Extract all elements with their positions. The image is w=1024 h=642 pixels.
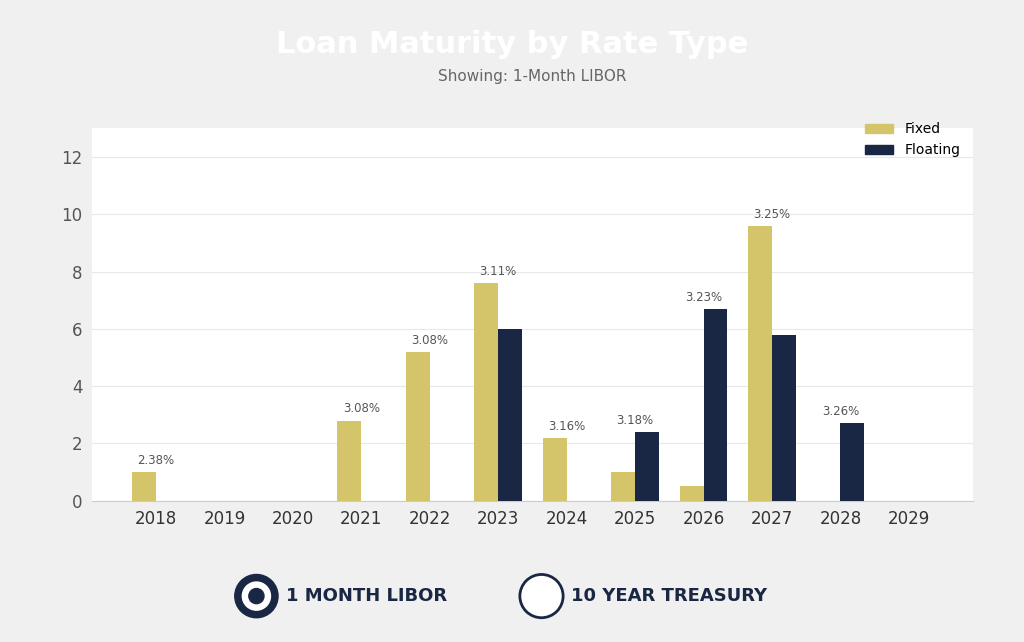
Text: Loan Maturity by Rate Type: Loan Maturity by Rate Type xyxy=(275,30,749,60)
Text: 1 MONTH LIBOR: 1 MONTH LIBOR xyxy=(286,587,447,605)
Bar xyxy=(635,432,659,501)
Text: 3.08%: 3.08% xyxy=(412,334,449,347)
Bar xyxy=(132,472,156,501)
Text: Showing: 1-Month LIBOR: Showing: 1-Month LIBOR xyxy=(438,69,627,83)
Legend: Fixed, Floating: Fixed, Floating xyxy=(860,117,966,163)
Bar xyxy=(338,421,361,501)
Text: 10 YEAR TREASURY: 10 YEAR TREASURY xyxy=(571,587,767,605)
Text: 3.16%: 3.16% xyxy=(548,420,586,433)
Bar xyxy=(680,487,703,501)
Bar xyxy=(474,283,499,501)
Bar xyxy=(499,329,522,501)
Bar xyxy=(772,334,796,501)
Ellipse shape xyxy=(520,575,563,618)
Bar xyxy=(841,424,864,501)
Text: 2.38%: 2.38% xyxy=(137,454,175,467)
Text: 3.23%: 3.23% xyxy=(685,291,722,304)
Bar xyxy=(543,438,566,501)
Bar xyxy=(703,309,727,501)
Text: 3.25%: 3.25% xyxy=(754,207,791,221)
Text: 3.08%: 3.08% xyxy=(343,403,380,415)
Bar xyxy=(611,472,635,501)
Text: 3.26%: 3.26% xyxy=(822,405,859,419)
Text: 3.11%: 3.11% xyxy=(479,265,517,278)
Bar xyxy=(748,226,772,501)
Text: 3.18%: 3.18% xyxy=(616,414,653,427)
Ellipse shape xyxy=(234,575,279,618)
Ellipse shape xyxy=(249,589,264,603)
Bar xyxy=(406,352,430,501)
Ellipse shape xyxy=(243,582,270,610)
